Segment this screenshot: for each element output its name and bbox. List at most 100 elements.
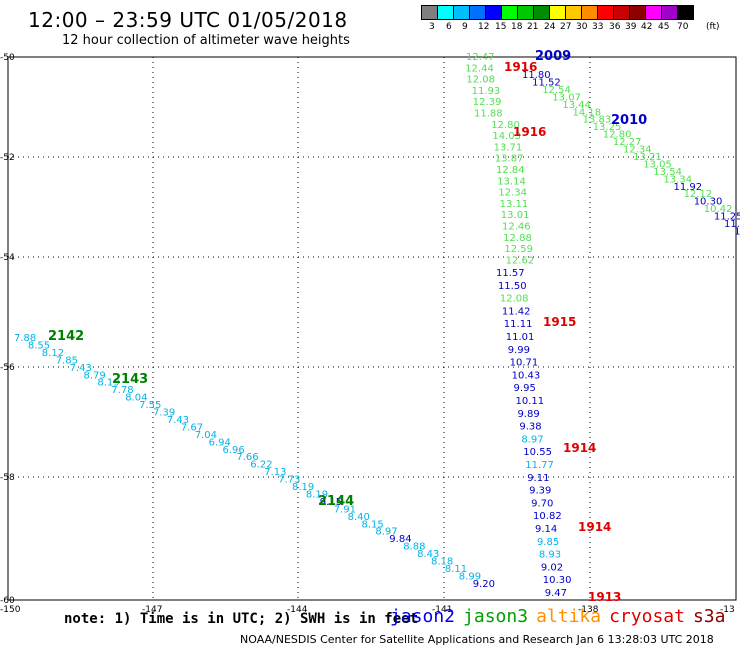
pass-label-1914: 1914 [563, 441, 596, 455]
page-title: 12:00 – 23:59 UTC 01/05/2018 [28, 8, 348, 32]
track-value: 13.07 [552, 92, 581, 103]
track-value: 13.25 [593, 122, 622, 133]
scale-swatch [565, 5, 582, 20]
color-scale-labels: 3 6 9 12 15 18 21 24 27 30 33 36 39 42 45 70 (ft) [421, 22, 740, 34]
track-value: 6.22 [250, 460, 272, 471]
track-value: 14.18 [573, 107, 602, 118]
scale-label: 21 [527, 22, 539, 32]
page-subtitle: 12 hour collection of altimeter wave hei… [62, 33, 350, 48]
track-value: 13.21 [633, 152, 662, 163]
scale-label: 30 [576, 22, 588, 32]
map-frame [7, 56, 737, 601]
track-value: 8.40 [348, 512, 370, 523]
track-value: 8.19 [97, 378, 119, 389]
track-value: 11.50 [498, 281, 527, 292]
pass-label-1916: 1916 [513, 125, 546, 139]
track-value: 12.39 [473, 97, 502, 108]
track-value: 12.84 [496, 165, 525, 176]
track-value: 12.88 [503, 233, 532, 244]
scale-swatch [517, 5, 534, 20]
track-value: 9.38 [519, 422, 541, 433]
track-value: 9.89 [517, 409, 539, 420]
track-value: 11.52 [532, 77, 561, 88]
track-value: 10.82 [533, 511, 562, 522]
track-value: 7.04 [195, 430, 217, 441]
lon-tick-label: -147 [142, 605, 162, 615]
lat-tick-label: -54 [0, 253, 15, 263]
track-value: 12.44 [465, 63, 494, 74]
track-value: 12.46 [502, 222, 531, 233]
track-value: 11.1 [724, 219, 740, 230]
track-value: 9.47 [545, 588, 567, 599]
track-value: 10.55 [523, 447, 552, 458]
scale-label: 70 [677, 22, 689, 32]
track-value: 7.39 [153, 408, 175, 419]
legend-jason3: jason3 [463, 606, 529, 627]
pass-label-1915: 1915 [543, 315, 576, 329]
scale-label: 42 [641, 22, 653, 32]
pass-label-2142: 2142 [48, 329, 84, 344]
track-value: 13.54 [653, 167, 682, 178]
scale-swatch [453, 5, 470, 20]
track-value: 9.84 [389, 534, 411, 545]
scale-swatch [629, 5, 646, 20]
track-value: 12.62 [506, 255, 535, 266]
track-value: 7.13 [264, 467, 286, 478]
track-value: 8.12 [42, 348, 64, 359]
track-value: 12.59 [504, 244, 533, 255]
track-value: 7.43 [167, 415, 189, 426]
pass-label-2144: 2144 [318, 494, 354, 509]
track-value: 7.91 [334, 504, 356, 515]
scale-swatch [469, 5, 486, 20]
track-value: 8.18 [431, 557, 453, 568]
track-value: 12.08 [500, 294, 529, 305]
track-value: 7.73 [278, 475, 300, 486]
track-value: 7.78 [111, 385, 133, 396]
scale-swatch [613, 5, 630, 20]
lat-tick-label: -50 [0, 53, 15, 63]
track-value: 7.55 [139, 400, 161, 411]
track-value: 6.94 [209, 437, 231, 448]
track-value: 9.14 [535, 524, 557, 535]
track-value: 8.43 [417, 549, 439, 560]
track-value: 10 [734, 226, 740, 237]
track-value: 11.01 [506, 332, 535, 343]
track-value: 8.19 [306, 489, 328, 500]
track-value: 7.88 [14, 333, 36, 344]
track-value: 7.66 [236, 452, 258, 463]
track-value: 8.19 [292, 482, 314, 493]
track-value: 12.27 [613, 137, 642, 148]
track-value: 12.12 [684, 189, 713, 200]
footer-note: note: 1) Time is in UTC; 2) SWH is in fe… [64, 611, 419, 627]
satellite-legend: jason2 jason3 altika cryosat s3a [390, 606, 733, 627]
scale-swatch [421, 5, 438, 20]
lat-tick-label: -52 [0, 153, 15, 163]
track-value: 9.70 [531, 498, 553, 509]
track-value: 12.54 [542, 85, 571, 96]
track-value: 8.93 [539, 550, 561, 561]
lon-tick-label: -141 [432, 605, 452, 615]
legend-s3a: s3a [692, 606, 726, 627]
track-value: 14.03 [492, 131, 521, 142]
track-value: 7.43 [70, 363, 92, 374]
track-value: 11.77 [525, 460, 554, 471]
scale-swatch [677, 5, 694, 20]
track-value: 9.15 [320, 497, 342, 508]
track-value: 13.44 [562, 100, 591, 111]
track-value: 13.05 [643, 159, 672, 170]
scale-label: 27 [560, 22, 572, 32]
scale-label: 18 [511, 22, 523, 32]
pass-label-2009: 2009 [535, 49, 571, 64]
track-value: 8.15 [362, 519, 384, 530]
scale-label: 33 [592, 22, 604, 32]
track-value: 12.80 [491, 120, 520, 131]
track-value: 11.42 [502, 306, 531, 317]
scale-swatch [597, 5, 614, 20]
track-value: 8.88 [403, 542, 425, 553]
track-value: 7.67 [181, 422, 203, 433]
pass-label-1913: 1913 [588, 590, 621, 604]
track-value: 12.80 [603, 130, 632, 141]
pass-label-1916: 1916 [504, 60, 537, 74]
lat-tick-label: -56 [0, 363, 15, 373]
